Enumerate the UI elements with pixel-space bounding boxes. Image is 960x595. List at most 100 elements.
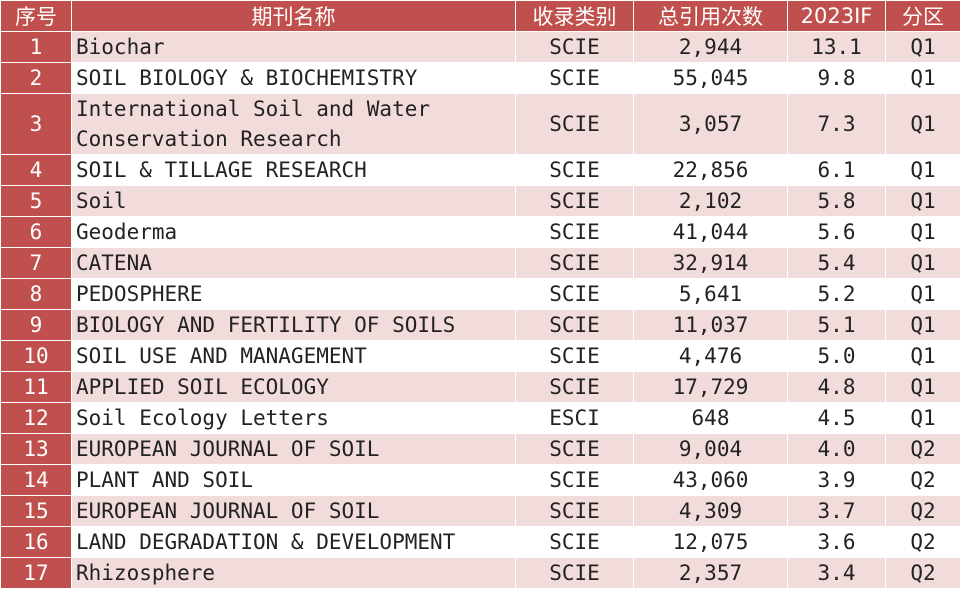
row-index: 4 — [0, 154, 72, 186]
table-body: 1 Biochar SCIE 2,944 13.1 Q1 2 SOIL BIOLOGY & B… — [0, 31, 960, 589]
table-row: 8 PEDOSPHERE SCIE 5,641 5.2 Q1 — [0, 278, 960, 310]
impact-factor: 13.1 — [787, 31, 886, 63]
row-index: 9 — [0, 309, 72, 341]
quartile: Q1 — [885, 154, 960, 186]
impact-factor: 3.9 — [787, 464, 886, 496]
journal-name: SOIL & TILLAGE RESEARCH — [71, 154, 516, 186]
category: SCIE — [515, 526, 634, 558]
journal-name: EUROPEAN JOURNAL OF SOIL — [71, 495, 516, 527]
impact-factor: 6.1 — [787, 154, 886, 186]
citations: 41,044 — [633, 216, 788, 248]
row-index: 15 — [0, 495, 72, 527]
journal-name: PEDOSPHERE — [71, 278, 516, 310]
table-header: 序号 期刊名称 收录类别 总引用次数 2023IF 分区 — [0, 0, 960, 32]
row-index: 5 — [0, 185, 72, 217]
table-row: 3 International Soil and Water Conservati… — [0, 93, 960, 155]
category: SCIE — [515, 247, 634, 279]
journal-name: International Soil and Water Conservatio… — [71, 93, 516, 155]
citations: 55,045 — [633, 62, 788, 94]
row-index: 8 — [0, 278, 72, 310]
impact-factor: 4.0 — [787, 433, 886, 465]
journal-name: Soil — [71, 185, 516, 217]
table-row: 13 EUROPEAN JOURNAL OF SOIL SCIE 9,004 4.0 Q2 — [0, 433, 960, 465]
row-index: 12 — [0, 402, 72, 434]
impact-factor: 3.6 — [787, 526, 886, 558]
row-index: 16 — [0, 526, 72, 558]
journal-name: Rhizosphere — [71, 557, 516, 589]
citations: 2,357 — [633, 557, 788, 589]
quartile: Q1 — [885, 62, 960, 94]
journal-name: SOIL BIOLOGY & BIOCHEMISTRY — [71, 62, 516, 94]
impact-factor: 9.8 — [787, 62, 886, 94]
impact-factor: 3.4 — [787, 557, 886, 589]
table-row: 16 LAND DEGRADATION & DEVELOPMENT SCIE 12,0… — [0, 526, 960, 558]
impact-factor: 5.1 — [787, 309, 886, 341]
category: SCIE — [515, 216, 634, 248]
header-row: 序号 期刊名称 收录类别 总引用次数 2023IF 分区 — [0, 0, 960, 32]
category: SCIE — [515, 464, 634, 496]
row-index: 6 — [0, 216, 72, 248]
journal-name: SOIL USE AND MANAGEMENT — [71, 340, 516, 372]
quartile: Q1 — [885, 216, 960, 248]
journal-name: PLANT AND SOIL — [71, 464, 516, 496]
citations: 648 — [633, 402, 788, 434]
table-row: 15 EUROPEAN JOURNAL OF SOIL SCIE 4,309 3.7 Q2 — [0, 495, 960, 527]
journal-name: Geoderma — [71, 216, 516, 248]
row-index: 7 — [0, 247, 72, 279]
category: ESCI — [515, 402, 634, 434]
impact-factor: 7.3 — [787, 93, 886, 155]
row-index: 14 — [0, 464, 72, 496]
row-index: 1 — [0, 31, 72, 63]
quartile: Q1 — [885, 185, 960, 217]
table-row: 6 Geoderma SCIE 41,044 5.6 Q1 — [0, 216, 960, 248]
citations: 32,914 — [633, 247, 788, 279]
impact-factor: 5.4 — [787, 247, 886, 279]
quartile: Q1 — [885, 402, 960, 434]
quartile: Q2 — [885, 557, 960, 589]
table-row: 10 SOIL USE AND MANAGEMENT SCIE 4,476 5.0 Q1 — [0, 340, 960, 372]
table-row: 9 BIOLOGY AND FERTILITY OF SOILS SCIE 11,03… — [0, 309, 960, 341]
citations: 22,856 — [633, 154, 788, 186]
header-journal-name: 期刊名称 — [71, 0, 516, 32]
quartile: Q1 — [885, 93, 960, 155]
impact-factor: 5.2 — [787, 278, 886, 310]
category: SCIE — [515, 309, 634, 341]
category: SCIE — [515, 62, 634, 94]
category: SCIE — [515, 495, 634, 527]
quartile: Q1 — [885, 371, 960, 403]
table-row: 17 Rhizosphere SCIE 2,357 3.4 Q2 — [0, 557, 960, 589]
quartile: Q1 — [885, 309, 960, 341]
citations: 2,102 — [633, 185, 788, 217]
table-row: 11 APPLIED SOIL ECOLOGY SCIE 17,729 4.8 Q1 — [0, 371, 960, 403]
table-row: 1 Biochar SCIE 2,944 13.1 Q1 — [0, 31, 960, 63]
quartile: Q2 — [885, 464, 960, 496]
impact-factor: 5.0 — [787, 340, 886, 372]
category: SCIE — [515, 185, 634, 217]
citations: 9,004 — [633, 433, 788, 465]
category: SCIE — [515, 433, 634, 465]
row-index: 13 — [0, 433, 72, 465]
citations: 12,075 — [633, 526, 788, 558]
citations: 2,944 — [633, 31, 788, 63]
row-index: 3 — [0, 93, 72, 155]
table-row: 12 Soil Ecology Letters ESCI 648 4.5 Q1 — [0, 402, 960, 434]
table-row: 14 PLANT AND SOIL SCIE 43,060 3.9 Q2 — [0, 464, 960, 496]
category: SCIE — [515, 278, 634, 310]
citations: 4,476 — [633, 340, 788, 372]
table-row: 5 Soil SCIE 2,102 5.8 Q1 — [0, 185, 960, 217]
category: SCIE — [515, 31, 634, 63]
row-index: 17 — [0, 557, 72, 589]
journal-name: CATENA — [71, 247, 516, 279]
citations: 17,729 — [633, 371, 788, 403]
quartile: Q1 — [885, 278, 960, 310]
journal-name: EUROPEAN JOURNAL OF SOIL — [71, 433, 516, 465]
quartile: Q1 — [885, 247, 960, 279]
category: SCIE — [515, 340, 634, 372]
citations: 11,037 — [633, 309, 788, 341]
journal-name: LAND DEGRADATION & DEVELOPMENT — [71, 526, 516, 558]
category: SCIE — [515, 371, 634, 403]
category: SCIE — [515, 154, 634, 186]
journal-name: Soil Ecology Letters — [71, 402, 516, 434]
row-index: 10 — [0, 340, 72, 372]
journal-name: APPLIED SOIL ECOLOGY — [71, 371, 516, 403]
